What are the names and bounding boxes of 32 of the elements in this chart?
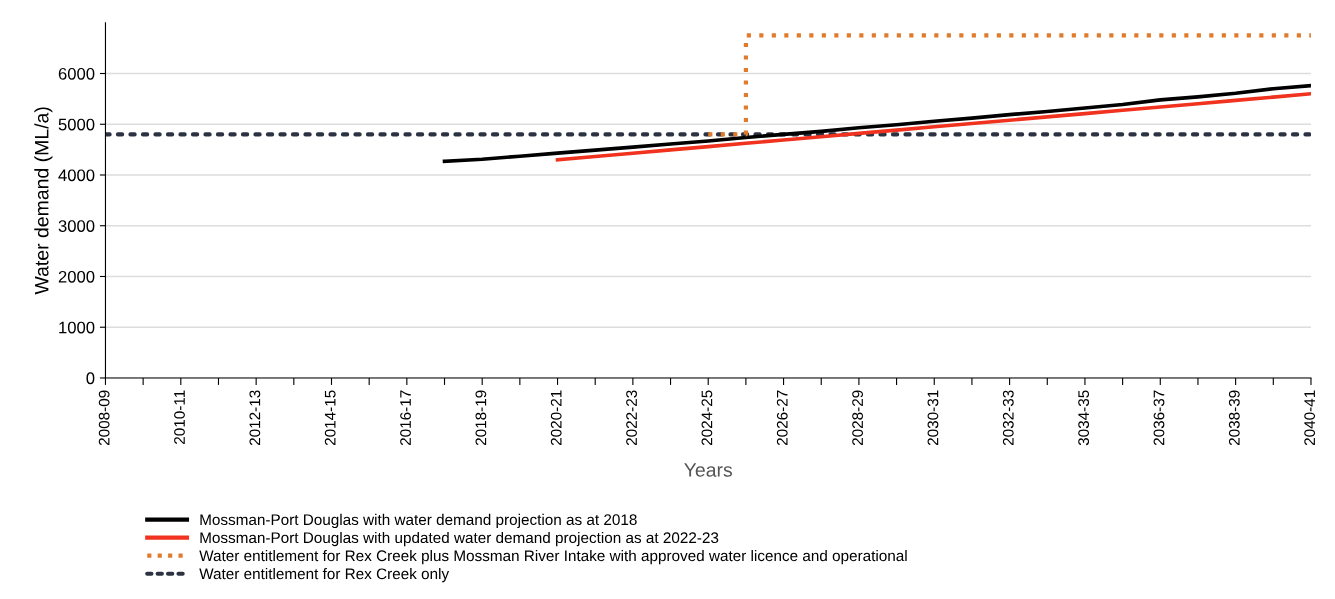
x-tick-label: 2018-19 (475, 390, 487, 446)
line-series (555, 91, 1311, 162)
x-tick-label: 2008-09 (98, 390, 110, 446)
x-tick-label: 2020-21 (550, 390, 562, 446)
legend-label: Water entitlement for Rex Creek only (199, 568, 450, 583)
legend-label: Mossman-Port Douglas with water demand projection as at 2018 (200, 513, 637, 529)
y-tick-label: 0 (86, 372, 95, 385)
x-tick-label: 2010-11 (174, 390, 185, 444)
x-tick-label: 3034-35 (1078, 390, 1090, 446)
y-tick-label: 5000 (58, 118, 95, 131)
y-tick-label: 1000 (59, 321, 95, 334)
y-tick-label: 3000 (58, 220, 95, 232)
y-tick-label: 2000 (58, 270, 95, 283)
x-tick-label: 2026-27 (776, 390, 788, 446)
x-tick-label: 2028-29 (852, 390, 864, 446)
x-tick-label: 2038-39 (1228, 390, 1240, 446)
y-tick-label: 6000 (58, 67, 95, 80)
x-tick-label: 2036-37 (1153, 390, 1165, 446)
legend-label: Water entitlement for Rex Creek plus Mossman River Intake with approved water licence and operational (199, 549, 907, 565)
x-tick-label: 2022-23 (626, 390, 637, 446)
x-tick-label: 2024-25 (701, 390, 713, 446)
x-tick-label: 2032-33 (1002, 390, 1014, 446)
x-tick-label: 2016-17 (400, 390, 411, 446)
legend-label: Mossman-Port Douglas with updated water demand projection as at 2022-23 (200, 531, 719, 547)
y-tick-label: 4000 (58, 169, 95, 182)
y-axis-title: Water demand (ML/a) (34, 107, 53, 295)
x-tick-label: 2030-31 (927, 390, 939, 446)
x-tick-label: 2040-41 (1304, 390, 1316, 446)
line-series (442, 83, 1311, 164)
x-tick-label: 2012-13 (249, 390, 261, 446)
x-tick-label: 2014-15 (324, 390, 336, 446)
x-axis-title: Years (684, 463, 733, 477)
